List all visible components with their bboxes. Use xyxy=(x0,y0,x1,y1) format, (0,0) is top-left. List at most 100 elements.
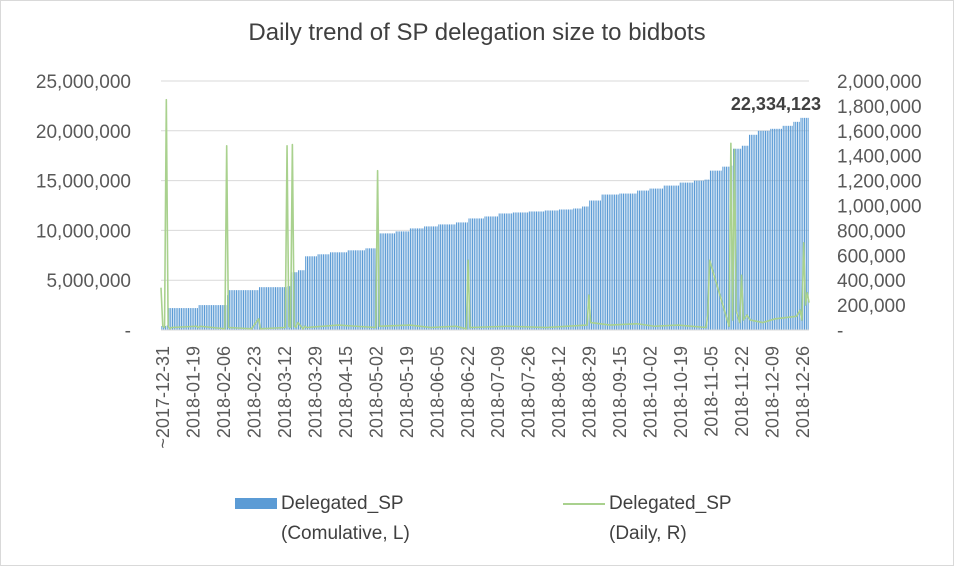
x-tick-label: 2018-12-09 xyxy=(763,346,783,438)
y-right-tick-label: 1,800,000 xyxy=(837,97,922,118)
bar xyxy=(754,134,756,330)
y-right-tick-label: 1,200,000 xyxy=(837,172,922,193)
bar xyxy=(599,200,601,330)
bar xyxy=(321,254,323,330)
bar xyxy=(615,194,617,330)
bar xyxy=(191,308,193,330)
bar xyxy=(219,305,222,330)
bar xyxy=(697,180,699,330)
bar xyxy=(559,209,561,330)
bar xyxy=(250,290,252,330)
bar xyxy=(795,121,797,330)
y-right-tick-label: 600,000 xyxy=(837,246,906,267)
bar xyxy=(312,256,314,330)
bar xyxy=(496,216,498,330)
bar xyxy=(683,182,685,330)
x-tick-label: 2018-09-15 xyxy=(610,346,630,438)
bar xyxy=(363,250,365,330)
x-tick-label: 2018-03-29 xyxy=(305,346,325,438)
bar xyxy=(576,208,578,330)
bar xyxy=(768,130,770,330)
x-tick-label: 2018-06-22 xyxy=(458,346,478,438)
bar xyxy=(546,210,548,330)
bar xyxy=(761,130,763,330)
bar xyxy=(221,305,223,330)
bar xyxy=(342,252,344,330)
bar xyxy=(624,193,626,330)
bar xyxy=(580,208,582,330)
bar xyxy=(301,270,303,330)
bar xyxy=(784,125,786,330)
bar xyxy=(310,256,312,330)
bar xyxy=(519,212,522,330)
bar xyxy=(534,211,536,330)
bar xyxy=(777,128,779,330)
bar xyxy=(200,305,202,330)
x-tick-label: 2018-05-02 xyxy=(366,346,386,438)
bar xyxy=(246,290,248,330)
bar xyxy=(654,188,656,330)
bar xyxy=(718,170,720,330)
y-right-tick-label: 1,400,000 xyxy=(837,147,922,168)
bar xyxy=(239,290,241,330)
x-tick-label: 2018-10-02 xyxy=(641,346,661,438)
bar xyxy=(459,222,461,330)
bar xyxy=(216,305,218,330)
bar-series xyxy=(161,117,809,331)
bar xyxy=(436,226,438,330)
bar xyxy=(448,224,451,330)
bar xyxy=(802,117,804,331)
bar xyxy=(804,117,806,331)
bar xyxy=(454,224,456,330)
bar xyxy=(667,185,669,330)
bar xyxy=(585,206,587,330)
bar xyxy=(630,193,632,330)
bar xyxy=(628,193,630,330)
bar xyxy=(637,190,639,330)
bar xyxy=(553,210,555,330)
bar xyxy=(679,182,681,330)
bar xyxy=(708,179,710,330)
bar xyxy=(463,222,465,330)
bar xyxy=(500,213,502,330)
bar xyxy=(335,252,337,330)
bar xyxy=(399,231,401,330)
y-right-tick-label: 2,000,000 xyxy=(837,72,922,93)
bar xyxy=(422,228,424,330)
bar xyxy=(294,272,296,330)
bar xyxy=(788,125,790,330)
bar xyxy=(388,233,390,330)
bar xyxy=(166,325,168,330)
bar xyxy=(161,326,163,330)
y-left-tick-label: 15,000,000 xyxy=(36,172,131,193)
y-left-tick-label: - xyxy=(125,321,131,342)
bar xyxy=(502,213,504,330)
bar xyxy=(440,224,442,330)
bar xyxy=(631,193,633,330)
bar xyxy=(187,308,190,330)
bar xyxy=(234,290,236,330)
legend-label-line1: Delegated_SP xyxy=(609,493,732,514)
bar xyxy=(596,200,598,330)
legend-item-cumulative: Delegated_SP (Comulative, L) xyxy=(235,489,410,549)
bar xyxy=(258,287,261,330)
bar xyxy=(786,125,788,330)
bar xyxy=(347,250,349,330)
bar xyxy=(266,287,268,330)
x-tick-label: 2018-03-12 xyxy=(275,346,295,438)
bar xyxy=(401,231,403,330)
bar xyxy=(457,222,459,330)
bar xyxy=(235,290,237,330)
bar xyxy=(241,290,243,330)
bar xyxy=(349,250,351,330)
bar xyxy=(642,190,644,330)
bar xyxy=(390,233,392,330)
bar xyxy=(575,208,577,330)
bar xyxy=(527,212,529,330)
bar xyxy=(498,213,500,330)
bar xyxy=(484,216,486,330)
bar xyxy=(523,212,525,330)
y-left-tick-label: 10,000,000 xyxy=(36,221,131,242)
bar xyxy=(429,226,431,330)
bar xyxy=(322,254,324,330)
